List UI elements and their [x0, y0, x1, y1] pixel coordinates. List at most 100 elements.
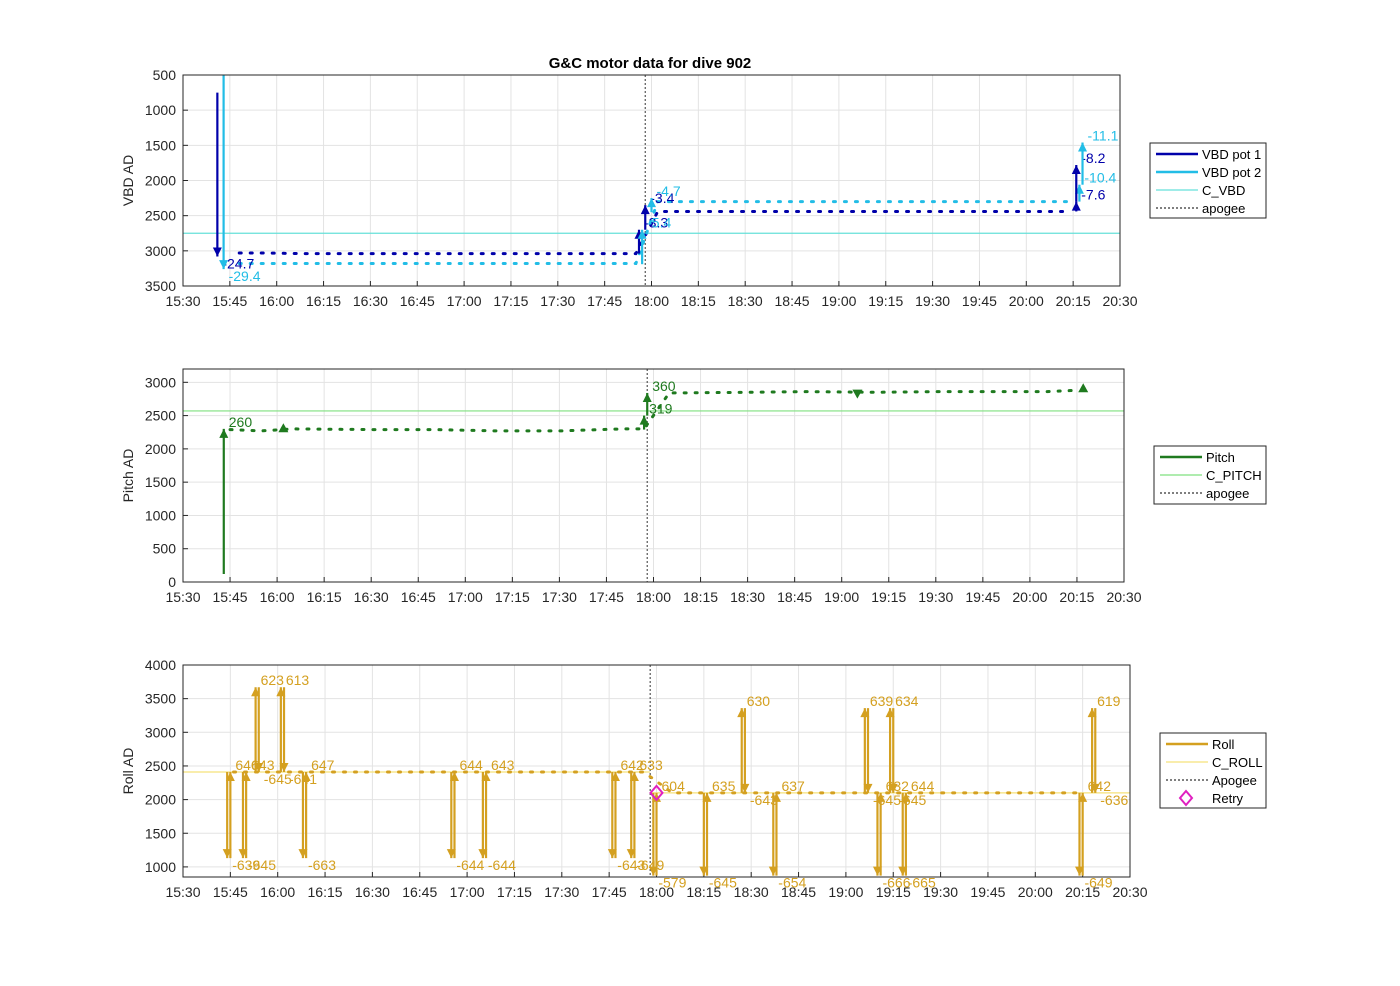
- pitch-marker: [1078, 383, 1089, 393]
- motor-move: 634: [885, 693, 919, 793]
- x-tick-label: 19:45: [970, 884, 1005, 900]
- x-tick-label: 16:30: [353, 293, 388, 309]
- motor-move: 360: [642, 378, 676, 416]
- x-tick-label: 19:15: [876, 884, 911, 900]
- legend-label: apogee: [1206, 486, 1249, 501]
- x-tick-label: 18:30: [728, 293, 763, 309]
- x-tick-label: 16:15: [308, 884, 343, 900]
- y-axis-label: Pitch AD: [120, 449, 136, 503]
- move-label: 642: [1088, 778, 1112, 794]
- motor-move: 643: [481, 757, 515, 859]
- move-arrowhead: [219, 428, 229, 438]
- y-axis-label: VBD AD: [120, 155, 136, 206]
- x-tick-label: 19:15: [868, 293, 903, 309]
- move-label: -29.4: [229, 268, 261, 284]
- move-arrowhead: [225, 772, 235, 782]
- move-label: -649: [1084, 875, 1112, 891]
- x-tick-label: 16:45: [402, 884, 437, 900]
- plot-frame: [182, 74, 1121, 287]
- move-arrowhead: [1071, 165, 1081, 175]
- x-tick-label: 20:00: [1009, 293, 1044, 309]
- y-tick-label: 1000: [145, 507, 176, 523]
- x-tick-label: 17:45: [587, 293, 622, 309]
- series-vbd-pot-1: [237, 209, 1069, 256]
- y-tick-label: 2000: [145, 441, 176, 457]
- legend-box: [1159, 732, 1267, 809]
- move-label: 637: [781, 778, 805, 794]
- motor-move: 644: [449, 757, 483, 859]
- motor-move: 643: [241, 757, 275, 859]
- move-label: -665: [908, 875, 936, 891]
- move-arrowhead: [1078, 792, 1088, 802]
- x-tick-label: 17:30: [542, 589, 577, 605]
- move-arrowhead: [901, 792, 911, 802]
- x-tick-label: 18:30: [734, 884, 769, 900]
- motor-move: 644: [901, 778, 934, 876]
- legend-label: Pitch: [1206, 450, 1235, 465]
- x-tick-label: 18:15: [683, 589, 718, 605]
- x-tick-label: 16:00: [259, 293, 294, 309]
- move-label: 360: [652, 378, 676, 394]
- series-roll: [232, 770, 1085, 795]
- motor-move: -29.4: [219, 75, 261, 284]
- plot-frame: [182, 368, 1125, 583]
- move-label: -644: [456, 857, 484, 873]
- move-label: 604: [662, 778, 686, 794]
- x-tick-label: 20:15: [1059, 589, 1094, 605]
- x-tick-label: 18:45: [781, 884, 816, 900]
- motor-move: -645: [254, 687, 292, 787]
- move-label: -639: [232, 857, 260, 873]
- motor-move: -4.7: [647, 183, 681, 213]
- x-tick-label: 19:45: [962, 293, 997, 309]
- x-tick-label: 18:15: [686, 884, 721, 900]
- move-label: -7.6: [1081, 187, 1105, 203]
- x-tick-label: 19:30: [918, 589, 953, 605]
- move-label: 644: [459, 757, 483, 773]
- motor-move: -636: [1090, 708, 1129, 808]
- move-label: 319: [649, 401, 673, 417]
- x-tick-label: 17:00: [447, 293, 482, 309]
- move-label: 623: [261, 672, 285, 688]
- x-tick-label: 19:00: [828, 884, 863, 900]
- motor-move: -643: [740, 708, 778, 808]
- move-arrowhead: [863, 783, 873, 793]
- move-label: 642: [620, 757, 644, 773]
- plot-frame: [182, 664, 1131, 878]
- move-label: -24.7: [222, 255, 254, 271]
- motor-move: -645: [238, 772, 276, 873]
- y-tick-label: 1500: [145, 137, 176, 153]
- move-label: 260: [229, 414, 253, 430]
- move-label: -10.4: [1084, 170, 1116, 186]
- chart-panel-pitch: 15:30 15:45 16:00 16:15 16:30 16:45 17:00 17:15…: [120, 368, 1267, 605]
- move-arrowhead: [301, 772, 311, 782]
- motor-move: 260: [219, 414, 253, 575]
- x-tick-label: 16:00: [260, 884, 295, 900]
- x-tick-label: 17:00: [450, 884, 485, 900]
- y-tick-label: 3000: [145, 243, 176, 259]
- move-label: -644: [488, 857, 516, 873]
- motor-move: 604: [652, 778, 685, 876]
- x-tick-label: 16:30: [355, 884, 390, 900]
- motor-move: 635: [702, 778, 736, 876]
- move-arrowhead: [449, 772, 459, 782]
- y-tick-label: 2500: [145, 208, 176, 224]
- move-label: -643: [617, 857, 645, 873]
- motor-move: 646: [225, 757, 259, 859]
- x-tick-label: 19:00: [821, 293, 856, 309]
- move-label: 643: [491, 757, 515, 773]
- x-tick-label: 16:45: [401, 589, 436, 605]
- motor-move: -7.6: [1071, 187, 1106, 212]
- move-label: -5.4: [647, 215, 671, 231]
- x-tick-label: 15:30: [165, 589, 200, 605]
- motor-move: -5.4: [637, 215, 671, 265]
- legend: Roll C_ROLL Apogee Retry: [1159, 732, 1267, 809]
- move-label: -3.3: [644, 215, 668, 231]
- move-arrowhead: [254, 763, 264, 773]
- retry-marker: [649, 784, 664, 802]
- move-label: -666: [882, 875, 910, 891]
- x-tick-label: 17:15: [495, 589, 530, 605]
- move-arrowhead: [481, 772, 491, 782]
- legend-label: Retry: [1212, 791, 1244, 806]
- y-tick-label: 1000: [145, 859, 176, 875]
